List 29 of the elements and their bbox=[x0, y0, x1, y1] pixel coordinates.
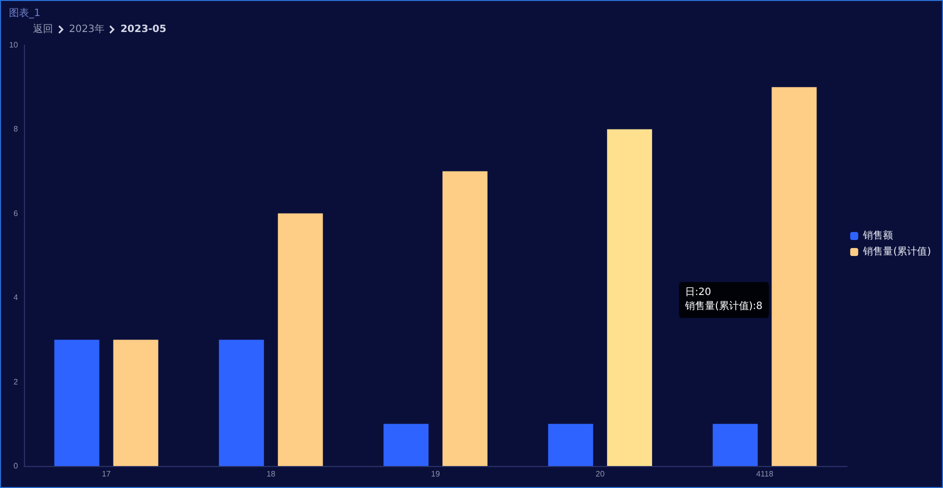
legend-label: 销售额 bbox=[862, 230, 894, 242]
bar bbox=[384, 424, 429, 466]
bar bbox=[442, 171, 488, 466]
text: 返回 bbox=[33, 22, 53, 36]
x-tick-label: 4118 bbox=[756, 470, 774, 478]
text: 2023年 bbox=[69, 23, 104, 36]
bar bbox=[548, 424, 594, 466]
bar bbox=[278, 213, 323, 466]
bar bbox=[218, 340, 264, 466]
legend-label: 销售量(累计值) bbox=[862, 246, 932, 258]
chart-title: 图表_1 bbox=[9, 6, 40, 20]
bar bbox=[712, 424, 758, 466]
bar bbox=[113, 340, 158, 466]
x-tick-label: 17 bbox=[102, 470, 112, 478]
y-tick-label: 0 bbox=[14, 462, 19, 470]
x-tick-label: 18 bbox=[266, 470, 276, 478]
tooltip-box: 日:20 销售量(累计值):8 bbox=[679, 282, 769, 318]
y-tick-label: 10 bbox=[9, 40, 19, 50]
y-tick-label: 6 bbox=[14, 208, 19, 218]
y-tick-label: 2 bbox=[14, 377, 19, 386]
annotation: 日:20 销售量(累计值):8 bbox=[685, 287, 763, 312]
x-tick-label: 19 bbox=[431, 470, 440, 478]
y-tick-label: 8 bbox=[14, 124, 19, 134]
x-tick-label: 20 bbox=[596, 470, 606, 478]
bar bbox=[772, 87, 817, 466]
bar bbox=[54, 340, 100, 466]
y-tick-label: 4 bbox=[14, 293, 19, 302]
text: 2023-05 bbox=[120, 24, 166, 34]
bar bbox=[607, 129, 652, 466]
